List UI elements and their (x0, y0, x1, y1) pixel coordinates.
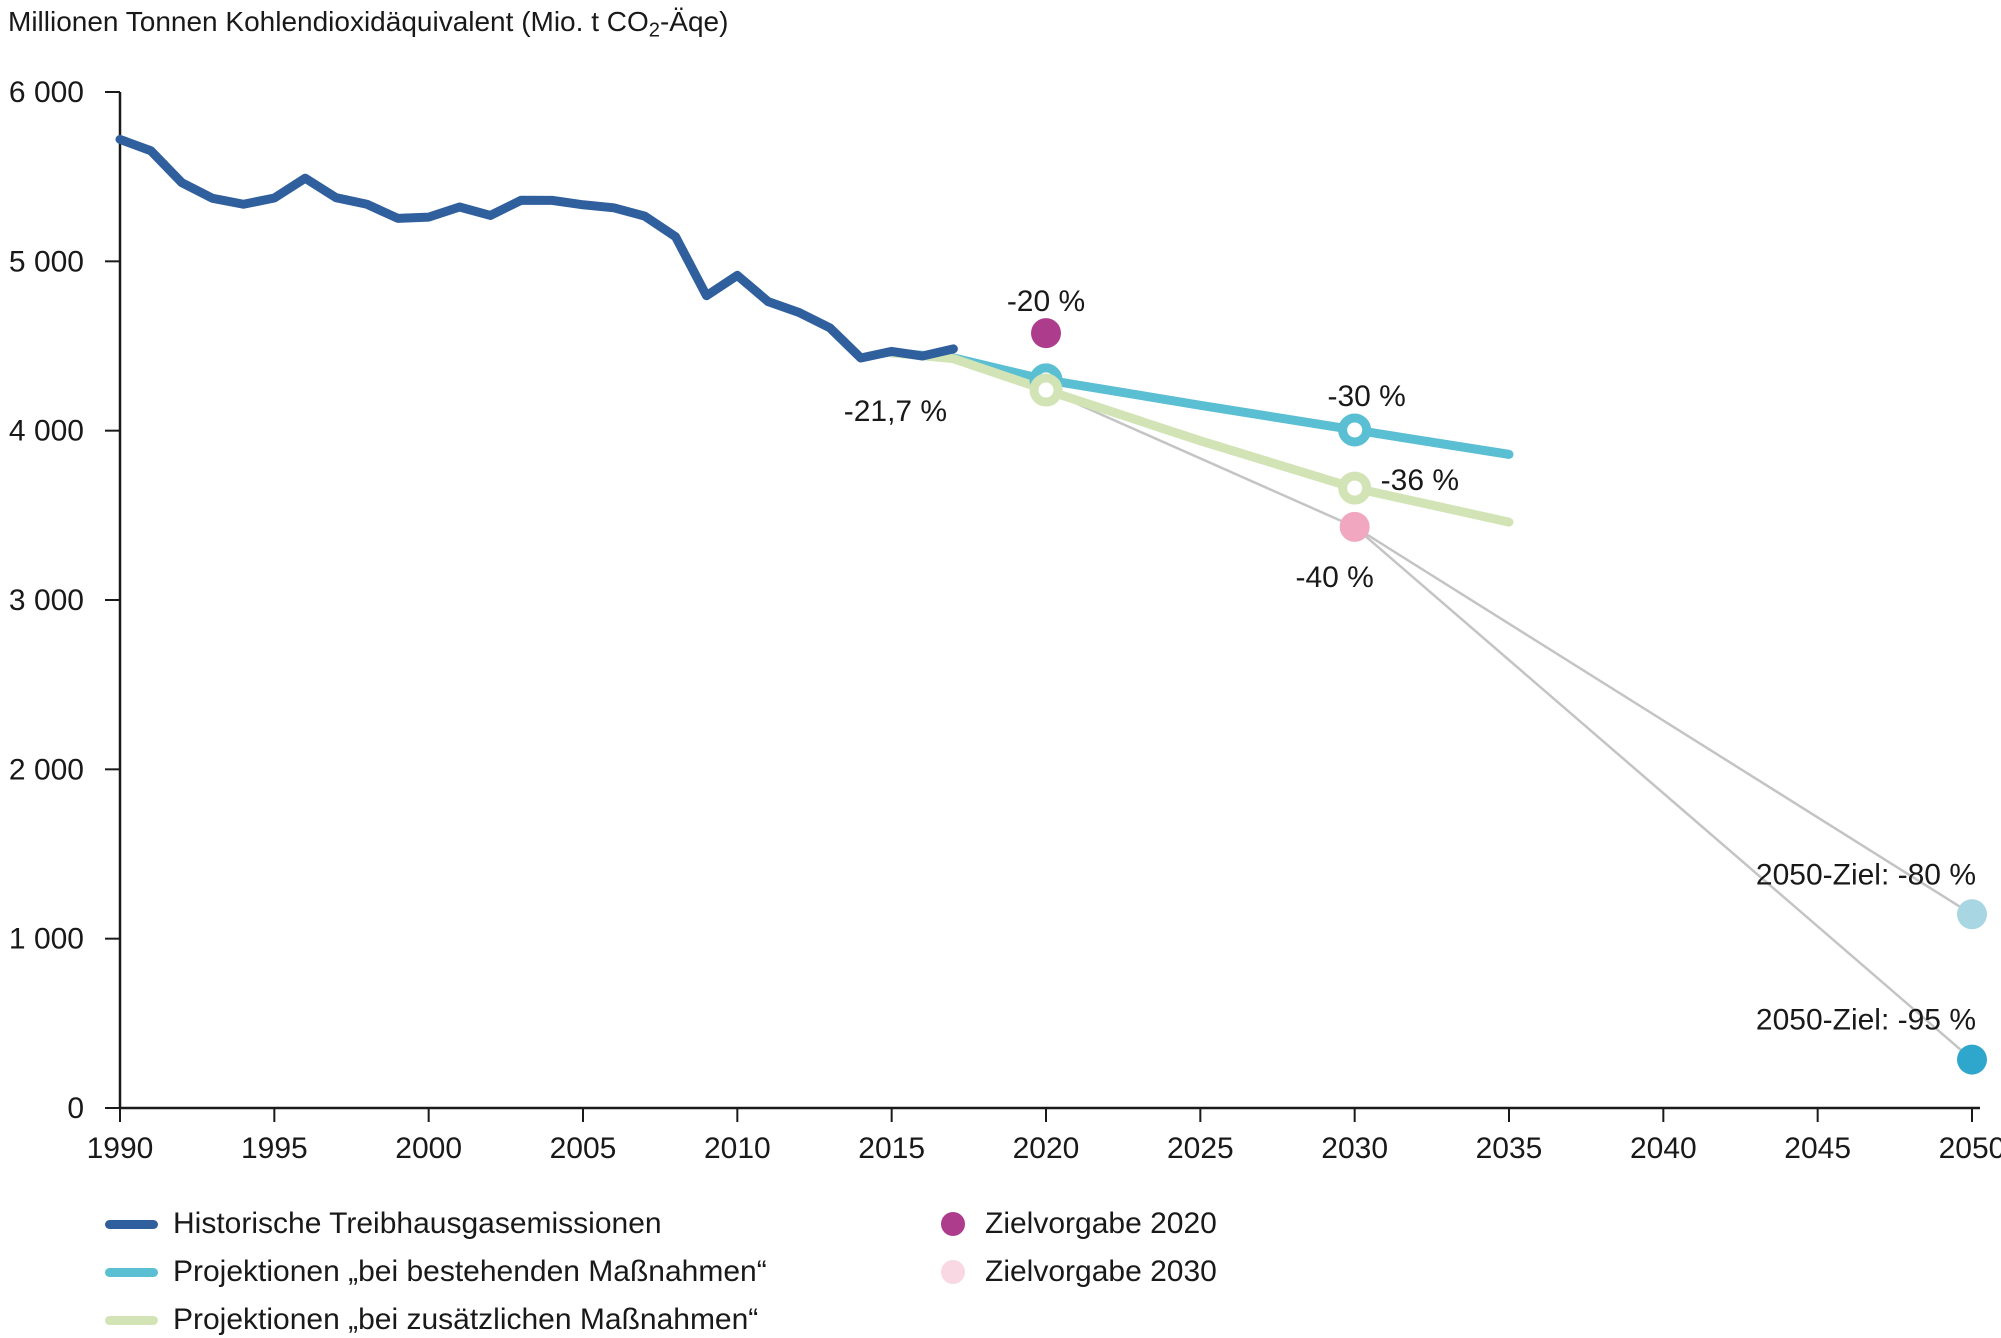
y-axis-tick-label: 0 (67, 1092, 84, 1125)
x-axis-tick-label: 2040 (1630, 1132, 1697, 1165)
legend-item-wam: Projektionen „bei zusätzlichen Maßnahmen… (105, 1296, 767, 1338)
wem-line-swatch (105, 1267, 158, 1277)
wam-2020-marker (1029, 373, 1063, 407)
ziel-2050-minus-80-marker (1957, 899, 1987, 930)
x-axis-tick-label: 2050 (1939, 1132, 2001, 1165)
guide-line (1353, 525, 1973, 1061)
series-wam-line (887, 348, 1514, 527)
x-axis-tick-label: 2045 (1784, 1132, 1851, 1165)
label-minus-40: -40 % (1295, 561, 1373, 594)
x-axis-tick-label: 2010 (704, 1132, 771, 1165)
y-axis-tick-label: 1 000 (9, 923, 84, 956)
legend-item-label: Projektionen „bei bestehenden Maßnahmen“ (173, 1255, 767, 1288)
y-axis-tick-label: 6 000 (9, 76, 84, 109)
chart-title-text: Millionen Tonnen Kohlendioxidäquivalent … (8, 6, 649, 37)
label-minus-30: -30 % (1327, 380, 1405, 413)
legend-item-wem: Projektionen „bei bestehenden Maßnahmen“ (105, 1248, 767, 1296)
x-axis-tick-label: 2015 (858, 1132, 925, 1165)
y-axis-tick-label: 3 000 (9, 584, 84, 617)
x-axis-tick-label: 1990 (87, 1132, 154, 1165)
y-axis-tick-label: 4 000 (9, 415, 84, 448)
x-axis-tick-label: 2000 (395, 1132, 462, 1165)
legend-item-label: Zielvorgabe 2020 (985, 1207, 1217, 1240)
wam-line-swatch (105, 1315, 158, 1325)
x-axis-tick-label: 2030 (1321, 1132, 1388, 1165)
y-axis-tick-label: 2 000 (9, 753, 84, 786)
legend-targets-column: Zielvorgabe 2020 Zielvorgabe 2030 (941, 1200, 1217, 1296)
ziel-2050-minus-95-marker (1957, 1044, 1987, 1075)
y-axis-tick-label: 5 000 (9, 245, 84, 278)
zielvorgabe-2030-marker (1339, 511, 1370, 542)
legend-item-label: Projektionen „bei zusätzlichen Maßnahmen… (173, 1303, 759, 1336)
x-axis-tick-label: 2025 (1167, 1132, 1234, 1165)
label-2050-ziel-95: 2050-Ziel: -95 % (1756, 1004, 1976, 1037)
historical-line-swatch (105, 1219, 158, 1229)
label-minus-21-7: -21,7 % (844, 395, 947, 428)
chart-title-suffix: -Äqe) (659, 6, 729, 37)
legend-item-label: Historische Treibhausgasemissionen (173, 1207, 662, 1240)
guide-line (1354, 525, 1973, 916)
wem-2030-marker (1338, 413, 1372, 447)
legend-item-historical: Historische Treibhausgasemissionen (105, 1200, 767, 1248)
label-minus-36: -36 % (1381, 464, 1459, 497)
ziel-2030-dot-swatch (941, 1260, 965, 1284)
chart-title-subscript: 2 (648, 19, 660, 42)
legend-item-ziel-2020: Zielvorgabe 2020 (941, 1200, 1217, 1248)
ziel-2020-dot-swatch (941, 1212, 965, 1236)
x-axis-tick-label: 2035 (1476, 1132, 1543, 1165)
legend-series-column: Historische Treibhausgasemissionen Proje… (105, 1200, 767, 1338)
label-2050-ziel-80: 2050-Ziel: -80 % (1756, 858, 1976, 891)
legend-item-label: Zielvorgabe 2030 (985, 1255, 1217, 1288)
zielvorgabe-2020-marker (1031, 318, 1061, 349)
x-axis-tick-label: 2005 (550, 1132, 617, 1165)
legend-item-ziel-2030: Zielvorgabe 2030 (941, 1248, 1217, 1296)
chart-title: Millionen Tonnen Kohlendioxidäquivalent … (8, 6, 729, 41)
x-axis-tick-label: 1995 (241, 1132, 308, 1165)
series-historical-line (115, 134, 958, 363)
guide-line (1045, 388, 1356, 528)
label-minus-20: -20 % (1007, 285, 1085, 318)
wam-2030-marker (1338, 471, 1372, 505)
x-axis-tick-label: 2020 (1013, 1132, 1080, 1165)
